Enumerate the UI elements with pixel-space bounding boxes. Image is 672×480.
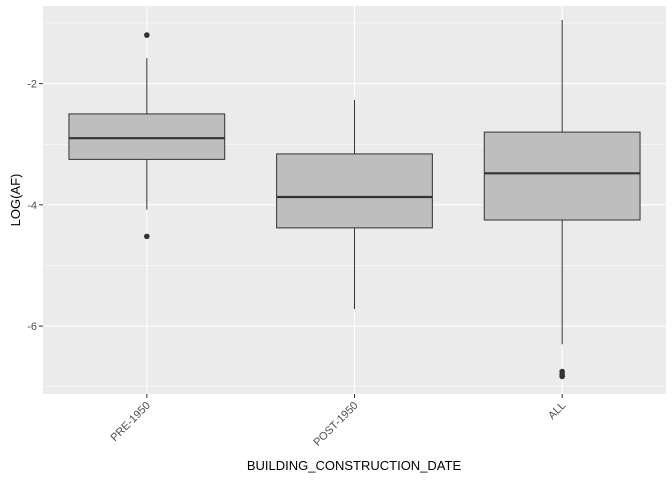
outlier-point <box>559 373 565 380</box>
y-axis: -6 -4 -2 <box>27 79 43 333</box>
x-tick-label: POST-1950 <box>311 400 360 449</box>
outlier-point <box>144 32 150 38</box>
y-tick-label: -4 <box>27 200 37 212</box>
box-post-1950 <box>276 99 433 310</box>
x-axis: PRE-1950 POST-1950 ALL <box>109 394 568 449</box>
outlier-point <box>144 233 150 240</box>
box-all <box>483 19 641 380</box>
y-tick-label: -2 <box>27 79 37 91</box>
y-axis-title: LOG(AF) <box>8 174 23 227</box>
x-axis-title: BUILDING_CONSTRUCTION_DATE <box>247 458 462 473</box>
x-tick-label: ALL <box>546 400 568 422</box>
boxes <box>68 19 641 380</box>
box-pre-1950 <box>68 32 226 240</box>
x-tick-label: PRE-1950 <box>109 400 153 444</box>
y-tick-label: -6 <box>27 321 37 333</box>
box-body <box>68 113 226 160</box>
box-body <box>276 153 433 229</box>
box-body <box>483 131 641 221</box>
